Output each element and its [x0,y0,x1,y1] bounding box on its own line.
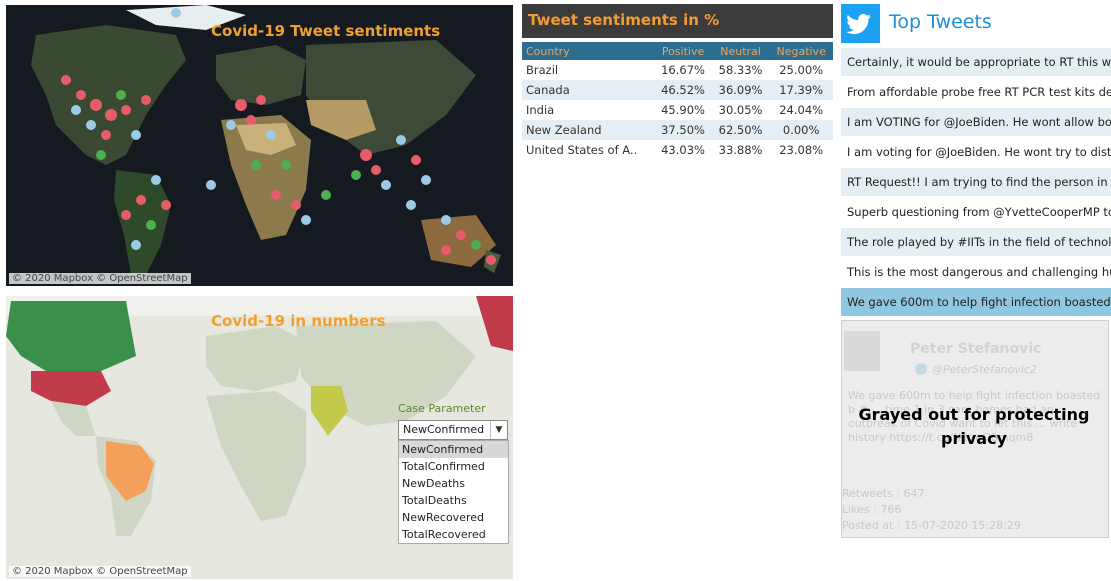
table-cell: 25.00% [779,63,824,77]
tweet-author-name: Peter Stefanovic [910,341,1042,357]
table-cell: 62.50% [711,120,770,140]
table-cell: 36.09% [711,80,770,100]
table-cell: United States of A.. [526,143,638,157]
table-cell: 16.67% [661,63,705,77]
table-cell: 33.88% [718,143,763,157]
tweet-stats: Retweets : 647 Likes : 766 Posted at : 1… [842,486,1021,534]
top-tweets-header: Top Tweets [841,4,1111,44]
retweets-count: Retweets : 647 [842,487,925,500]
list-item[interactable]: RT Request!! I am trying to find the per… [841,168,1111,196]
selected-value: NewConfirmed [403,423,485,436]
column-header[interactable]: Negative [769,42,833,60]
table-row[interactable]: India 45.90% 30.05% 24.04% [522,100,833,120]
table-cell: India [526,103,555,117]
chevron-down-icon[interactable]: ▼ [490,421,507,439]
map-credit: © 2020 Mapbox © OpenStreetMap [9,273,191,284]
likes-count: Likes : 766 [842,503,902,516]
sentiment-table-header: Tweet sentiments in % [522,4,833,38]
option-newrecovered[interactable]: NewRecovered [402,511,484,524]
tweet-body: We gave 600m to help fight infection boa… [848,389,1101,444]
table-cell: 0.00% [769,120,833,140]
table-cell: 30.05% [718,103,763,117]
posted-at: Posted at : 15-07-2020 15:28:29 [842,519,1021,532]
list-item[interactable]: Certainly, it would be appropriate to RT… [841,48,1111,76]
table-cell: New Zealand [522,120,655,140]
usa-region [31,371,111,406]
table-cell: Brazil [526,63,559,77]
table-row[interactable]: New Zealand 37.50% 62.50% 0.00% [522,120,833,140]
privacy-note: Grayed out for protecting privacy [858,405,1090,448]
table-row[interactable]: Brazil 16.67% 58.33% 25.00% [522,60,833,80]
covid-numbers-map[interactable]: Covid-19 in numbers Case Parameter NewCo… [6,296,513,579]
table-row[interactable]: United States of A.. 43.03% 33.88% 23.08… [522,140,833,160]
case-parameter-label: Case Parameter [398,402,486,415]
sentiment-table-title: Tweet sentiments in % [528,11,720,29]
map-title: Covid-19 in numbers [211,312,386,330]
map-title: Covid-19 Tweet sentiments [211,22,441,40]
column-header[interactable]: Country [522,42,655,60]
option-totaldeaths[interactable]: TotalDeaths [402,494,467,507]
table-cell: 24.04% [779,103,824,117]
tweet-list[interactable]: Certainly, it would be appropriate to RT… [841,48,1111,318]
table-cell: 58.33% [718,63,763,77]
table-cell: 23.08% [779,143,824,157]
twitter-bird-icon [841,4,880,43]
table-row[interactable]: Canada 46.52% 36.09% 17.39% [522,80,833,100]
map-credit: © 2020 Mapbox © OpenStreetMap [9,566,191,577]
table-cell: 43.03% [661,143,705,157]
tweet-detail-card: Peter Stefanovic @PeterStefanovic2 We ga… [841,320,1109,538]
sentiment-table: Country Positive Neutral Negative Brazil… [522,42,833,160]
world-map-dark [6,5,513,286]
india-region [311,386,348,436]
table-cell: 46.52% [654,80,712,100]
tweet-sentiment-map[interactable]: Covid-19 Tweet sentiments © 2020 Mapbox … [6,5,513,286]
table-cell: 37.50% [654,120,712,140]
brazil-region [106,441,154,501]
list-item[interactable]: Superb questioning from @YvetteCooperMP … [841,198,1111,226]
avatar [844,331,880,371]
list-item[interactable]: This is the most dangerous and challengi… [841,258,1111,286]
tweet-author-handle: @PeterStefanovic2 [932,363,1037,376]
table-cell: 17.39% [769,80,833,100]
list-item[interactable]: From affordable probe free RT PCR test k… [841,78,1111,106]
column-header[interactable]: Neutral [711,42,770,60]
option-newconfirmed[interactable]: NewConfirmed [399,441,508,458]
option-totalrecovered[interactable]: TotalRecovered [402,528,486,541]
list-item[interactable]: I am voting for @JoeBiden. He wont try t… [841,138,1111,166]
list-item-selected[interactable]: We gave 600m to help fight infection boa… [841,288,1111,316]
table-cell: Canada [522,80,655,100]
case-parameter-select[interactable]: NewConfirmed ▼ [398,420,508,440]
option-totalconfirmed[interactable]: TotalConfirmed [402,460,485,473]
top-tweets-title: Top Tweets [889,11,992,33]
list-item[interactable]: I am VOTING for @JoeBiden. He wont allow… [841,108,1111,136]
verified-icon [915,363,927,375]
canada-region [6,301,136,371]
table-cell: 45.90% [661,103,705,117]
sentiment-dots[interactable] [61,8,496,265]
column-header[interactable]: Positive [654,42,712,60]
option-newdeaths[interactable]: NewDeaths [402,477,465,490]
list-item[interactable]: The role played by #IITs in the field of… [841,228,1111,256]
case-parameter-options[interactable]: NewConfirmed TotalConfirmed NewDeaths To… [398,440,509,544]
